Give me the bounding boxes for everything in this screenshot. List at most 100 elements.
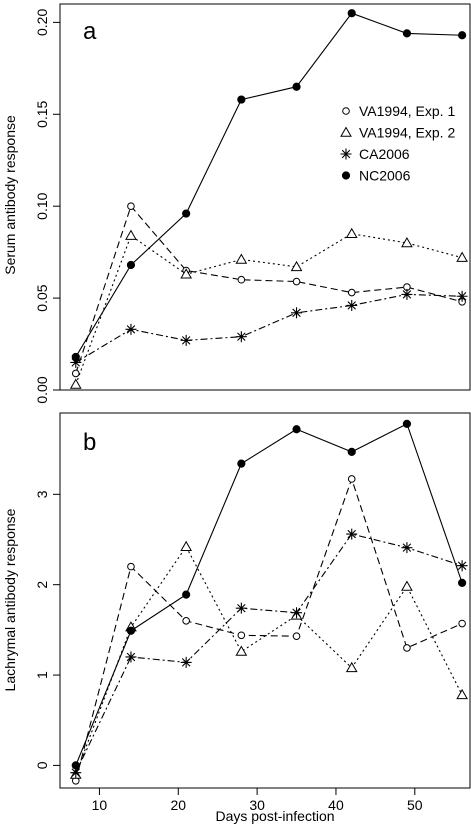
- series-line: [75, 293, 463, 363]
- y-axis-label-a: Serum antibody response: [2, 115, 18, 275]
- y-axis-a: 0.00 0.05 0.10 0.15 0.20: [34, 9, 60, 404]
- legend-item: CA2006: [340, 146, 410, 162]
- data-point: [458, 578, 467, 587]
- data-point: [347, 288, 356, 297]
- legend-marker: [340, 126, 352, 137]
- data-point: [180, 268, 193, 279]
- legend-item: VA1994, Exp. 2: [340, 125, 455, 141]
- x-axis-b: 10 20 30 40 50: [92, 788, 423, 813]
- data-point: [235, 645, 248, 656]
- x-tick-label: 40: [328, 797, 344, 813]
- series-line: [75, 233, 463, 385]
- legend-marker: [340, 148, 352, 160]
- y-tick-label: 1: [34, 671, 50, 679]
- data-point: [456, 251, 468, 262]
- series-nc2006: [71, 419, 467, 770]
- legend-item: NC2006: [341, 168, 411, 184]
- y-tick-label: 0.10: [34, 192, 50, 219]
- series-line: [75, 545, 463, 775]
- y-tick-label: 0.05: [34, 284, 50, 311]
- y-tick-label: 0.15: [34, 100, 50, 127]
- data-point: [127, 562, 135, 571]
- data-point: [401, 288, 413, 300]
- series-va1994-exp-1: [71, 475, 466, 785]
- data-point: [345, 227, 358, 239]
- data-point: [402, 29, 412, 38]
- panel-label-b: b: [83, 429, 96, 456]
- data-point: [125, 651, 137, 663]
- data-point: [126, 626, 136, 635]
- data-point: [292, 82, 301, 91]
- series-ca2006: [70, 528, 468, 779]
- y-tick-label: 2: [34, 581, 50, 589]
- data-point: [182, 617, 190, 625]
- data-point: [345, 661, 358, 673]
- x-tick-label: 20: [170, 797, 186, 813]
- legend-item: VA1994, Exp. 1: [342, 103, 455, 119]
- data-point: [235, 331, 247, 343]
- plot-frame-b: [59, 412, 471, 789]
- series-group-b: [69, 419, 468, 785]
- y-tick-label: 0.00: [34, 376, 50, 403]
- legend-label: VA1994, Exp. 2: [359, 125, 455, 141]
- y-tick-label: 0.20: [34, 9, 50, 36]
- data-point: [125, 229, 137, 240]
- series-group-a: [69, 9, 468, 389]
- data-point: [180, 540, 193, 551]
- data-point: [70, 356, 82, 368]
- data-point: [237, 275, 246, 284]
- x-axis-label: Days post-infection: [215, 808, 334, 824]
- data-point: [71, 761, 80, 770]
- data-point: [401, 580, 413, 591]
- data-point: [71, 369, 80, 378]
- y-tick-label: 0: [34, 761, 50, 769]
- data-point: [291, 607, 303, 619]
- series-line: [75, 423, 463, 766]
- x-tick-label: 50: [407, 797, 423, 813]
- data-point: [456, 290, 468, 302]
- data-point: [401, 236, 413, 248]
- legend-label: NC2006: [359, 168, 411, 184]
- data-point: [458, 31, 467, 40]
- data-point: [125, 323, 137, 335]
- data-point: [458, 619, 466, 628]
- data-point: [292, 632, 301, 640]
- data-point: [180, 656, 192, 668]
- series-line: [75, 12, 463, 358]
- legend-label: VA1994, Exp. 1: [359, 103, 455, 119]
- data-point: [180, 334, 192, 346]
- data-point: [127, 202, 135, 210]
- legend-marker: [341, 171, 351, 180]
- y-tick-label: 3: [34, 490, 50, 498]
- data-point: [346, 299, 358, 311]
- series-nc2006: [71, 9, 467, 362]
- series-line: [75, 477, 463, 781]
- data-point: [235, 253, 248, 264]
- series-va1994-exp-2: [69, 540, 468, 779]
- data-point: [237, 95, 246, 104]
- series-ca2006: [70, 288, 468, 368]
- data-point: [346, 528, 358, 540]
- data-point: [235, 602, 247, 614]
- panel-b: b 0 1 2 3 Lachrymal antibody response 10 20 3…: [2, 412, 471, 813]
- data-point: [456, 688, 468, 700]
- plot-frame-a: [59, 3, 471, 391]
- data-point: [403, 644, 411, 652]
- series-va1994-exp-2: [69, 227, 468, 389]
- y-axis-b: 0 1 2 3: [34, 490, 60, 769]
- data-point: [69, 378, 82, 389]
- data-point: [347, 447, 356, 456]
- data-point: [292, 277, 301, 286]
- data-point: [70, 767, 82, 779]
- data-point: [347, 9, 356, 18]
- panel-label-a: a: [83, 18, 97, 45]
- legend: VA1994, Exp. 1 VA1994, Exp. 2 CA2006 NC2006: [340, 103, 455, 184]
- x-tick-label: 10: [92, 797, 108, 813]
- legend-label: CA2006: [359, 146, 410, 162]
- data-point: [182, 590, 191, 599]
- data-point: [291, 307, 303, 319]
- data-point: [237, 459, 246, 468]
- series-line: [75, 533, 463, 773]
- data-point: [347, 475, 356, 483]
